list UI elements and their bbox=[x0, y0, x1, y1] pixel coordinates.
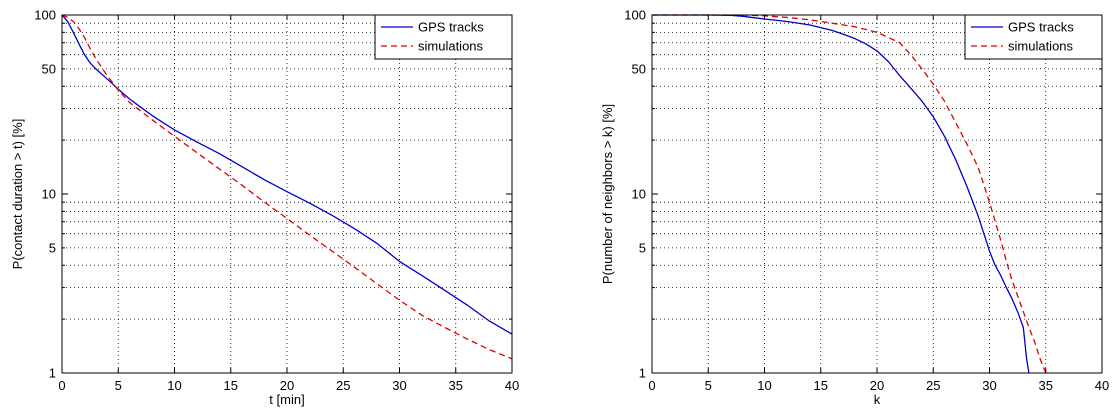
y-tick-label: 5 bbox=[639, 240, 646, 255]
y-tick-label: 50 bbox=[42, 61, 56, 76]
x-tick-label: 0 bbox=[58, 378, 65, 393]
legend-label: simulations bbox=[1008, 39, 1074, 54]
x-tick-label: 25 bbox=[926, 378, 940, 393]
x-tick-label: 15 bbox=[224, 378, 238, 393]
x-tick-label: 15 bbox=[814, 378, 828, 393]
series-line-gps-tracks bbox=[652, 14, 1030, 374]
plot-area bbox=[652, 15, 1102, 373]
x-tick-label: 5 bbox=[705, 378, 712, 393]
y-tick-label: 1 bbox=[639, 366, 646, 381]
y-tick-label: 10 bbox=[42, 187, 56, 202]
x-tick-label: 10 bbox=[167, 378, 181, 393]
series-line-simulations bbox=[61, 14, 513, 360]
x-tick-label: 40 bbox=[1095, 378, 1109, 393]
series-line-simulations bbox=[652, 14, 1047, 374]
x-tick-label: 20 bbox=[280, 378, 294, 393]
y-axis-label: P(contact duration > t) [%] bbox=[10, 119, 25, 270]
legend: GPS tracks simulations bbox=[374, 14, 513, 60]
legend: GPS tracks simulations bbox=[964, 14, 1103, 60]
y-tick-label: 100 bbox=[34, 8, 56, 23]
y-tick-label: 1 bbox=[49, 366, 56, 381]
legend-label: simulations bbox=[418, 39, 484, 54]
plot-area bbox=[62, 15, 512, 373]
series-line-gps-tracks bbox=[61, 14, 513, 335]
legend-label: GPS tracks bbox=[1008, 20, 1074, 35]
legend-box bbox=[964, 14, 1103, 60]
y-tick-label: 50 bbox=[632, 61, 646, 76]
y-tick-label: 5 bbox=[49, 240, 56, 255]
x-tick-label: 35 bbox=[1039, 378, 1053, 393]
x-tick-label: 10 bbox=[757, 378, 771, 393]
y-tick-label: 100 bbox=[624, 8, 646, 23]
legend-box bbox=[374, 14, 513, 60]
y-tick-label: 10 bbox=[632, 187, 646, 202]
x-tick-label: 40 bbox=[505, 378, 519, 393]
x-axis-label: t [min] bbox=[269, 392, 304, 407]
x-axis-label: k bbox=[874, 392, 881, 407]
x-tick-label: 30 bbox=[392, 378, 406, 393]
x-tick-label: 20 bbox=[870, 378, 884, 393]
x-tick-label: 25 bbox=[336, 378, 350, 393]
legend-label: GPS tracks bbox=[418, 20, 484, 35]
x-tick-label: 0 bbox=[648, 378, 655, 393]
x-tick-label: 35 bbox=[449, 378, 463, 393]
x-tick-label: 5 bbox=[115, 378, 122, 393]
y-axis-label: P(number of neighbors > k) [%] bbox=[600, 104, 615, 284]
x-tick-label: 30 bbox=[982, 378, 996, 393]
